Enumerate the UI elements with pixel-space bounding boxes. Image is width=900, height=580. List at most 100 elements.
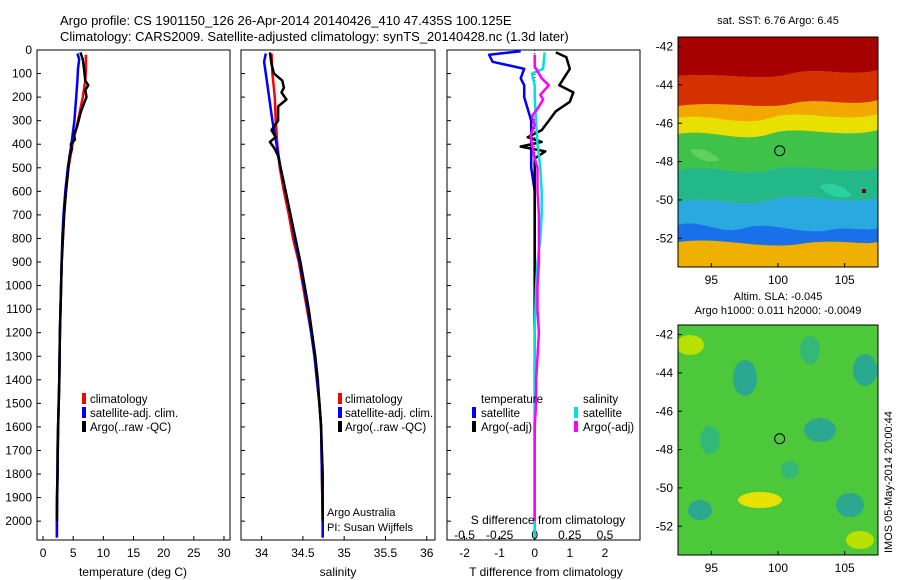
legend-title-salinity: salinity [583,394,618,406]
depth-tick-label: 1400 [5,373,32,387]
difference-legend: temperature salinity satellite Argo(-adj… [472,394,634,434]
legend-label-argo: Argo(..raw -QC) [90,422,171,434]
sla-map-title: Altim. SLA: -0.045 [734,291,823,303]
map-lon-label: 100 [768,273,788,287]
x-tick-label: 2 [602,546,609,560]
axis-ticks: 0100200300400500600700800900100011001200… [5,40,855,575]
series-line-satellite [487,50,536,538]
legend-title-temperature: temperature [481,394,543,406]
depth-tick-label: 1600 [5,420,32,434]
s-diff-tick-label: 0.25 [558,528,582,542]
s-diff-tick-label: -0.25 [486,528,514,542]
depth-tick-label: 500 [12,161,32,175]
depth-tick-label: 600 [12,184,32,198]
depth-tick-label: 1000 [5,279,32,293]
difference-axes [446,49,641,541]
legend-swatch-t-argo [472,421,476,432]
map-lon-label: 105 [835,561,855,575]
depth-tick-label: 0 [25,43,32,57]
depth-tick-label: 900 [12,255,32,269]
timestamp-note: IMOS 05-May-2014 20:00:44 [883,411,895,553]
depth-tick-label: 300 [12,114,32,128]
series-line-argo-adj- [519,51,575,522]
legend-label-climatology: climatology [345,394,403,406]
depth-tick-label: 1200 [5,326,32,340]
map-lat-label: -52 [656,231,674,245]
legend-label-t-satellite: satellite [481,408,520,420]
depth-tick-label: 1900 [5,491,32,505]
pi-note: PI: Susan Wijffels [327,522,413,534]
depth-tick-label: 400 [12,137,32,151]
temperature-legend: climatology satellite-adj. clim. Argo(..… [82,393,178,434]
salinity-legend: climatology satellite-adj. clim. Argo(..… [338,393,433,434]
legend-label-climatology: climatology [90,394,148,406]
legend-label-satellite: satellite-adj. clim. [345,408,433,420]
depth-tick-label: 1700 [5,443,32,457]
sla-map-subtitle: Argo h1000: 0.011 h2000: -0.0049 [695,305,862,317]
difference-series-group [487,50,575,538]
series-line-argo-raw-qc- [268,52,324,522]
x-tick-label: 36 [420,546,434,560]
legend-label-s-satellite: satellite [583,408,622,420]
series-line-climatology [270,53,324,538]
legend-swatch-s-satellite [574,407,578,418]
depth-tick-label: 2000 [5,514,32,528]
map-lon-label: 95 [705,561,719,575]
legend-label-satellite: satellite-adj. clim. [90,408,178,420]
x-tick-label: 30 [217,546,231,560]
argo-location-marker [774,145,786,157]
argo-location-marker [774,433,786,445]
legend-swatch-argo [338,421,342,432]
x-tick-label: -2 [459,546,470,560]
salinity-axes [240,49,436,541]
depth-tick-label: 200 [12,90,32,104]
depth-tick-label: 1500 [5,396,32,410]
x-tick-label: 10 [97,546,111,560]
map-lat-label: -48 [656,155,674,169]
map-lat-label: -42 [656,40,674,54]
header-line-2: Climatology: CARS2009. Satellite-adjuste… [60,29,569,44]
legend-label-t-argo: Argo(-adj) [481,422,532,434]
map-lat-label: -52 [656,519,674,533]
salinity-xlabel: salinity [320,565,357,579]
depth-tick-label: 1800 [5,467,32,481]
temperature-xlabel: temperature (deg C) [79,565,187,579]
series-line-argo-adj- [529,54,551,522]
depth-tick-label: 100 [12,67,32,81]
depth-tick-label: 1100 [6,302,32,316]
temperature-axes [36,49,231,541]
sst-map [678,37,878,267]
x-tick-label: 1 [566,546,573,560]
legend-swatch-satellite [82,407,86,418]
map-lon-label: 95 [705,273,719,287]
series-line-argo-raw-qc- [55,51,90,522]
x-tick-label: 25 [187,546,201,560]
legend-swatch-s-argo [574,421,578,432]
legend-swatch-climatology [82,393,86,404]
legend-swatch-satellite [338,407,342,418]
x-tick-label: 0 [531,546,538,560]
legend-label-s-argo: Argo(-adj) [583,422,634,434]
map-lat-label: -44 [656,78,674,92]
x-tick-label: 5 [70,546,77,560]
legend-label-argo: Argo(..raw -QC) [345,422,426,434]
map-lon-label: 100 [768,561,788,575]
map-lat-label: -44 [656,366,674,380]
legend-swatch-t-satellite [472,407,476,418]
depth-tick-label: 800 [12,231,32,245]
legend-swatch-argo [82,421,86,432]
depth-tick-label: 1300 [5,349,32,363]
depth-tick-label: 700 [12,208,32,222]
map-lat-label: -46 [656,404,674,418]
map-lat-label: -42 [656,328,674,342]
sst-map-title: sat. SST: 6.76 Argo: 6.45 [717,15,839,27]
temperature-series-group [55,51,90,538]
map-lat-label: -48 [656,443,674,457]
tdiff-xlabel: T difference from climatology [469,565,623,579]
header-line-1: Argo profile: CS 1901150_126 26-Apr-2014… [60,13,512,28]
x-tick-label: 35 [338,546,352,560]
legend-swatch-climatology [338,393,342,404]
map-lat-label: -50 [656,193,674,207]
x-tick-label: 34 [255,546,269,560]
